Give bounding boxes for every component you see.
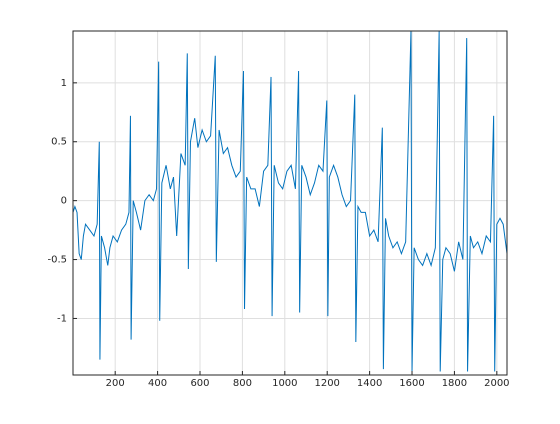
y-tick-label: -1 <box>57 313 67 324</box>
x-tick-label: 1800 <box>442 378 467 389</box>
y-tick-label: 0 <box>61 196 67 207</box>
y-tick-label: 1 <box>61 78 67 89</box>
plot-area <box>73 31 507 375</box>
x-tick-label: 600 <box>190 378 209 389</box>
x-tick-label: 400 <box>148 378 167 389</box>
x-tick-label: 800 <box>233 378 252 389</box>
x-tick-label: 1400 <box>357 378 382 389</box>
y-tick-label: 0.5 <box>51 137 67 148</box>
x-tick-label: 1200 <box>314 378 339 389</box>
data-line <box>73 31 507 372</box>
x-tick-label: 200 <box>106 378 125 389</box>
x-tick-label: 1600 <box>399 378 424 389</box>
ticks: 200 400 600 800 1000 1200 1400 1600 1800 2000 -1 -0… <box>47 78 509 389</box>
axes-box <box>72 30 508 376</box>
line-layer <box>73 31 507 372</box>
y-tick-label: -0.5 <box>47 255 67 266</box>
x-tick-label: 1000 <box>272 378 297 389</box>
grid <box>73 31 507 375</box>
x-tick-label: 2000 <box>484 378 509 389</box>
